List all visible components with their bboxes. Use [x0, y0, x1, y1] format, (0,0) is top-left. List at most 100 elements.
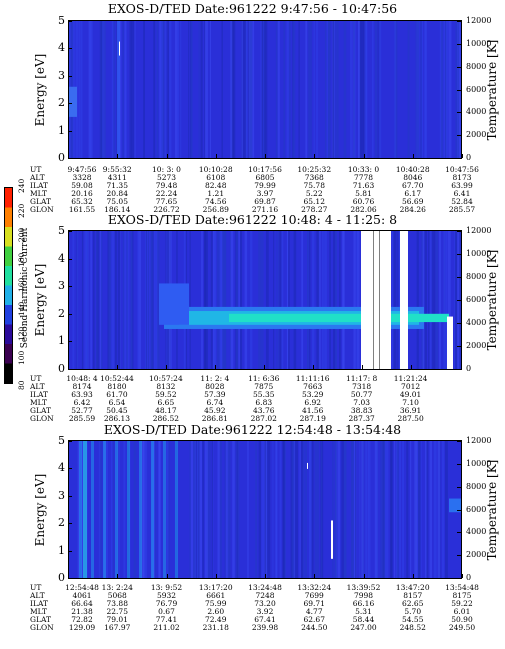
panel-2-row-label: ALT — [30, 382, 45, 391]
spectrogram-streak — [139, 441, 142, 578]
spectrogram-spike — [307, 462, 308, 469]
panel-1-ephemeris-value: 10: 3: 0 — [152, 165, 181, 174]
panel-1-ephemeris-value: 161.55 — [68, 205, 96, 214]
spectrogram-streak — [204, 231, 208, 369]
spectrogram-streak — [117, 231, 121, 369]
spectrogram-streak — [275, 441, 278, 578]
spectrogram-streak — [161, 21, 165, 158]
spectrogram-streak — [221, 231, 225, 369]
spectrogram-streak — [261, 441, 265, 578]
spectrogram-streak — [314, 441, 317, 578]
panel-2-ephemeris-value: 41.56 — [301, 406, 324, 415]
spectrogram-streak — [288, 21, 291, 158]
spectrogram-streak — [374, 21, 378, 158]
panel-1-ephemeris-value: 59.08 — [71, 181, 93, 190]
spectrogram-streak — [235, 231, 239, 369]
panel-1-title: EXOS-D/TED Date:961222 9:47:56 - 10:47:5… — [107, 1, 398, 16]
spectrogram-streak — [160, 21, 163, 158]
panel-3-title: EXOS-D/TED Date:961222 12:54:48 - 13:54:… — [103, 422, 402, 437]
spectrogram-streak — [353, 441, 355, 578]
panel-1-ephemeris-value: 79.99 — [254, 181, 276, 190]
panel-2-time-tick — [263, 365, 265, 369]
colorbar-tick-label: 240 — [17, 178, 26, 193]
spectrogram-streak — [105, 441, 109, 578]
spectrogram-streak — [230, 21, 233, 158]
panel-3-temperature-tick — [457, 441, 461, 442]
spectrogram-streak — [81, 231, 84, 369]
spectrogram-streak — [365, 441, 368, 578]
panel-3-energy-tick-label: 1 — [58, 543, 65, 557]
spectrogram-streak — [111, 441, 113, 578]
spectrogram-streak — [353, 21, 355, 158]
spectrogram-streak — [103, 441, 106, 578]
spectrogram-streak — [197, 441, 199, 578]
spectrogram-streak — [426, 441, 429, 578]
colorbar-tick-label: 120 — [17, 326, 26, 341]
panel-3-energy-tick-label: 0 — [58, 571, 65, 584]
spectrogram-streak — [378, 21, 382, 158]
spectrogram-streak — [169, 21, 172, 158]
colorbar-gradient — [5, 188, 12, 383]
spectrogram-streak — [267, 441, 271, 578]
spectrogram-streak — [84, 231, 87, 369]
spectrogram-streak — [311, 441, 314, 578]
panel-3-energy-tick — [68, 523, 72, 525]
panel-1-ephemeris-value: 74.56 — [205, 197, 227, 206]
spectrogram-streak — [225, 441, 229, 578]
spectrogram-streak — [198, 21, 200, 158]
panel-1-ephemeris-value: 75.78 — [303, 181, 325, 190]
panel-1-ephemeris-value: 82.48 — [205, 181, 227, 190]
colorbar-tick-label: 180 — [17, 252, 26, 267]
panel-1-row-label: ILAT — [30, 181, 48, 190]
spectrogram-streak — [406, 441, 409, 578]
spectrogram-streak — [428, 231, 430, 369]
spectrogram-streak — [122, 21, 124, 158]
panel-3-ephemeris-value: 21.38 — [71, 607, 93, 616]
panel-3-ephemeris-value: 129.09 — [68, 623, 96, 632]
panel-3-ephemeris-value: 6.01 — [453, 607, 471, 616]
panel-3-ephemeris-value: 77.41 — [155, 615, 178, 624]
spectrogram-streak — [126, 231, 128, 369]
spectrogram-streak — [397, 231, 399, 369]
panel-1-ephemeris-value: 6805 — [255, 173, 275, 182]
spectrogram-streak — [272, 441, 274, 578]
panel-2-ephemeris-value: 287.50 — [397, 414, 424, 423]
spectrogram-streak — [227, 441, 231, 578]
panel-3-ephemeris-value: 54.55 — [402, 615, 424, 624]
panel-1-energy-tick — [68, 130, 72, 132]
panel-3-time-tick — [265, 574, 266, 578]
spectrogram-streak — [421, 21, 424, 158]
panel-2-temperature-tick — [457, 300, 461, 301]
spectrogram-streak — [143, 21, 145, 158]
spectrogram-streak — [324, 21, 327, 158]
spectrogram-streak — [394, 21, 396, 158]
panel-2-time-tick — [68, 365, 69, 369]
spectrogram-streak — [445, 441, 448, 578]
spectrogram-streak — [283, 441, 286, 578]
panel-3-ephemeris-value: 248.52 — [399, 623, 426, 632]
spectrogram-streak — [380, 441, 384, 578]
spectrogram-streak — [164, 21, 166, 158]
panel-1-ephemeris-value: 10:10:28 — [198, 165, 233, 174]
panel-1-energy-tick-label: 4 — [58, 41, 65, 55]
panel-3-ephemeris-value: 13:39:52 — [346, 583, 381, 592]
panel-1-ephemeris-value: 9:55:32 — [102, 165, 132, 174]
panel-3-time-tick — [68, 574, 69, 578]
panel-1-time-tick — [117, 154, 119, 158]
spectrogram-streak — [175, 441, 178, 578]
spectrogram-streak — [301, 231, 304, 369]
spectrogram-streak — [91, 441, 94, 578]
spectrogram-streak — [302, 441, 305, 578]
spectrogram-streak — [219, 231, 222, 369]
spectrogram-streak — [429, 231, 433, 369]
spectrogram-streak — [113, 21, 115, 158]
spectrogram-streak — [77, 441, 81, 578]
panel-1-ephemeris-value: 10:17:56 — [248, 165, 282, 174]
panel-3-ephemeris-value: 22.75 — [106, 607, 128, 616]
panel-1-temperature-tick — [457, 66, 461, 68]
spectrogram-streak — [123, 441, 126, 578]
spectrogram-streak — [334, 21, 336, 158]
panel-2-energy-tick-label: 0 — [58, 362, 65, 375]
spectrogram-streak — [219, 441, 222, 578]
spectrogram-streak — [83, 441, 87, 578]
